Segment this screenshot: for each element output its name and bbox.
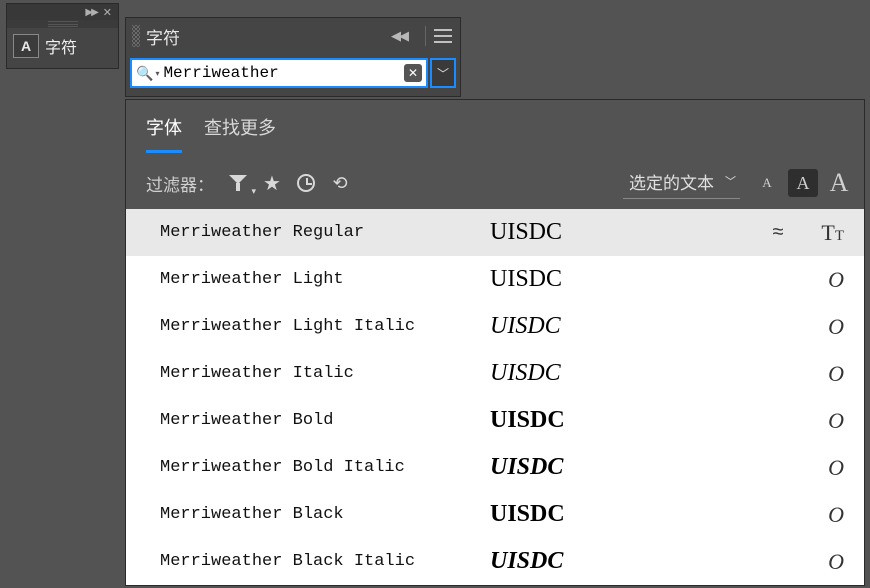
font-list-item[interactable]: Merriweather ItalicUISDC O [126, 350, 864, 397]
font-dropdown-button[interactable]: ﹀ [430, 58, 456, 88]
font-format-icon: O [804, 314, 844, 340]
search-icon: 🔍 [136, 65, 153, 82]
font-preview: UISDC [490, 548, 752, 575]
chevron-down-icon: ﹀ [437, 65, 449, 82]
font-preview: UISDC [490, 313, 752, 340]
font-preview: UISDC [490, 501, 752, 528]
preview-sample-select[interactable]: 选定的文本 ﹀ [623, 167, 740, 199]
type-tool-icon[interactable]: A [13, 34, 39, 58]
font-name: Merriweather Bold Italic [160, 458, 490, 477]
character-panel-titlebar: 字符 ◀◀ [126, 18, 460, 54]
font-format-icon: O [804, 549, 844, 575]
font-preview: UISDC [490, 454, 752, 481]
funnel-icon [229, 175, 247, 191]
font-search-input[interactable] [163, 64, 404, 82]
collapse-icon[interactable]: ◀◀ [391, 28, 407, 44]
filter-bar: 过滤器： ▾ ★ ⟲ 选定的文本 ﹀ A A A [126, 153, 864, 209]
character-panel: 字符 ◀◀ 🔍 ▾ ✕ ﹀ [125, 17, 461, 97]
filter-recent-button[interactable] [292, 169, 320, 197]
clear-search-icon[interactable]: ✕ [404, 64, 422, 82]
font-name: Merriweather Black [160, 505, 490, 524]
preview-size-small[interactable]: A [752, 169, 782, 197]
panel-grip-icon[interactable] [132, 25, 140, 47]
dropdown-tabs: 字体 查找更多 [126, 100, 864, 153]
font-format-icon: O [804, 267, 844, 293]
cloud-sync-icon: ⟲ [332, 173, 347, 194]
font-name: Merriweather Regular [160, 223, 490, 242]
font-format-icon: O [804, 502, 844, 528]
font-format-icon: O [804, 361, 844, 387]
font-preview: UISDC [490, 360, 752, 387]
preview-sample-label: 选定的文本 [629, 174, 714, 193]
font-list-item[interactable]: Merriweather BlackUISDC O [126, 491, 864, 538]
font-search-box: 🔍 ▾ ✕ [130, 58, 428, 88]
filter-favorites-button[interactable]: ★ [258, 169, 286, 197]
font-list: Merriweather RegularUISDC≈TTMerriweather… [126, 209, 864, 585]
font-dropdown-panel: 字体 查找更多 过滤器： ▾ ★ ⟲ 选定的文本 ﹀ A A A Merriwe… [125, 99, 865, 586]
tab-find-more[interactable]: 查找更多 [204, 114, 276, 153]
chevron-down-icon: ▾ [251, 186, 256, 197]
mini-character-panel: ▶▶ ✕ A 字符 [6, 3, 119, 69]
clock-icon [297, 174, 315, 192]
panel-menu-icon[interactable] [434, 29, 452, 43]
filter-activated-button[interactable]: ⟲ [326, 169, 354, 197]
font-format-icon: O [804, 408, 844, 434]
star-icon: ★ [263, 171, 281, 196]
separator [425, 26, 426, 46]
mini-panel-header: ▶▶ ✕ [7, 4, 118, 20]
preview-size-medium[interactable]: A [788, 169, 818, 197]
mini-panel-label[interactable]: 字符 [45, 34, 77, 58]
tab-fonts[interactable]: 字体 [146, 114, 182, 153]
font-list-item[interactable]: Merriweather Black ItalicUISDC O [126, 538, 864, 585]
font-preview: UISDC [490, 219, 752, 246]
font-list-item[interactable]: Merriweather BoldUISDC O [126, 397, 864, 444]
font-list-item[interactable]: Merriweather Light ItalicUISDC O [126, 303, 864, 350]
preview-size-large[interactable]: A [824, 169, 854, 197]
font-format-icon: TT [804, 220, 844, 246]
font-name: Merriweather Light [160, 270, 490, 289]
font-list-item[interactable]: Merriweather LightUISDC O [126, 256, 864, 303]
chevron-down-icon: ﹀ [725, 173, 736, 189]
font-name: Merriweather Black Italic [160, 552, 490, 571]
font-preview: UISDC [490, 266, 752, 293]
font-name: Merriweather Light Italic [160, 317, 490, 336]
font-name: Merriweather Italic [160, 364, 490, 383]
search-mode-caret-icon[interactable]: ▾ [155, 69, 159, 78]
filter-label: 过滤器： [146, 171, 214, 196]
font-preview: UISDC [490, 407, 752, 434]
font-name: Merriweather Bold [160, 411, 490, 430]
font-list-item[interactable]: Merriweather Bold ItalicUISDC O [126, 444, 864, 491]
similarity-indicator: ≈ [752, 221, 804, 244]
expand-right-icon[interactable]: ▶▶ [85, 7, 96, 18]
close-icon[interactable]: ✕ [103, 6, 112, 19]
font-format-icon: O [804, 455, 844, 481]
font-list-item[interactable]: Merriweather RegularUISDC≈TT [126, 209, 864, 256]
filter-classification-button[interactable]: ▾ [224, 169, 252, 197]
character-panel-title: 字符 [146, 24, 180, 49]
drag-handle[interactable] [7, 20, 118, 28]
